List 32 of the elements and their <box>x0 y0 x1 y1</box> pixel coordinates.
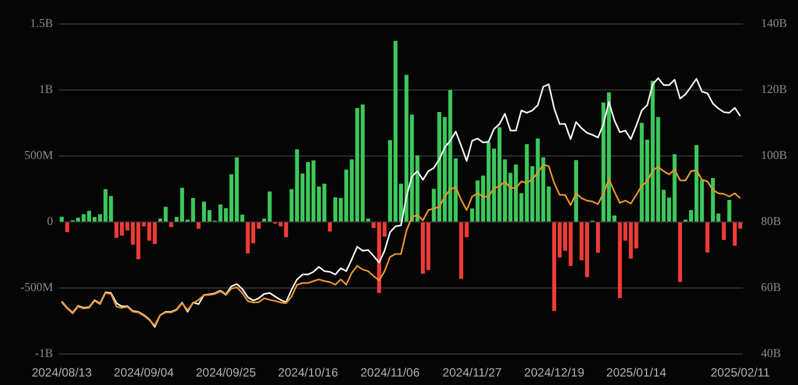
x-tick-label: 2024/12/19 <box>524 366 585 380</box>
y-tick-label: -1B <box>35 346 53 360</box>
bar <box>727 200 732 222</box>
bar <box>169 222 174 228</box>
x-tick-label: 2024/08/13 <box>32 366 92 380</box>
bar <box>60 216 64 222</box>
x-tick-label: 2024/11/27 <box>442 366 502 380</box>
y-tick-label: 1B <box>38 82 53 96</box>
bar <box>705 222 710 252</box>
bar <box>328 222 332 232</box>
y-tick-label: 500M <box>24 148 54 162</box>
x-tick-label: 2024/09/04 <box>114 366 174 380</box>
y2-tick-label: 140B <box>761 16 788 30</box>
x-tick-label: 2025/01/14 <box>606 366 667 380</box>
bar <box>678 222 682 282</box>
y-tick-label: 0 <box>47 214 53 228</box>
bar <box>574 160 578 222</box>
y2-tick-label: 120B <box>761 82 788 96</box>
y-tick-label: 1.5B <box>30 16 53 30</box>
y2-tick-label: 40B <box>761 346 782 360</box>
bar <box>596 222 600 253</box>
x-tick-label: 2024/11/06 <box>360 366 420 380</box>
y-tick-label: -500M <box>20 280 54 294</box>
x-tick-label: 2025/02/11 <box>710 366 770 380</box>
y2-tick-label: 60B <box>761 280 782 294</box>
y2-tick-label: 100B <box>761 148 788 162</box>
bar <box>65 222 70 232</box>
bar <box>196 222 201 229</box>
y2-tick-label: 80B <box>761 214 782 228</box>
x-tick-label: 2024/09/25 <box>196 366 256 380</box>
x-tick-label: 2024/10/16 <box>278 366 338 380</box>
bar <box>722 222 726 240</box>
